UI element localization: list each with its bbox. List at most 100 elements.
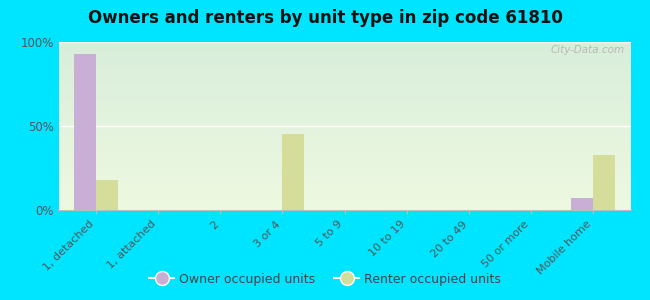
Bar <box>58 195 630 196</box>
Bar <box>58 133 630 134</box>
Bar <box>58 163 630 165</box>
Bar <box>58 151 630 153</box>
Bar <box>58 141 630 143</box>
Bar <box>58 89 630 91</box>
Bar <box>58 138 630 140</box>
Text: Owners and renters by unit type in zip code 61810: Owners and renters by unit type in zip c… <box>88 9 562 27</box>
Bar <box>58 114 630 116</box>
Bar <box>58 196 630 198</box>
Bar <box>58 107 630 109</box>
Bar <box>58 99 630 101</box>
Bar <box>58 50 630 52</box>
Bar <box>58 47 630 49</box>
Bar <box>58 111 630 112</box>
Bar <box>58 72 630 74</box>
Bar <box>58 128 630 129</box>
Bar <box>58 44 630 45</box>
Bar <box>58 86 630 87</box>
Bar <box>58 65 630 67</box>
Bar <box>58 74 630 76</box>
Bar <box>74 54 96 210</box>
Bar <box>571 198 593 210</box>
Bar <box>58 52 630 54</box>
Bar <box>58 123 630 124</box>
Bar <box>58 112 630 114</box>
Bar <box>58 64 630 65</box>
Bar <box>58 161 630 163</box>
Legend: Owner occupied units, Renter occupied units: Owner occupied units, Renter occupied un… <box>144 268 506 291</box>
Bar <box>58 175 630 176</box>
Bar <box>58 94 630 96</box>
Bar <box>58 146 630 148</box>
Bar <box>58 148 630 149</box>
Bar <box>58 121 630 123</box>
Bar <box>58 178 630 180</box>
Bar <box>58 54 630 56</box>
Bar <box>58 42 630 44</box>
Bar <box>58 129 630 131</box>
Bar <box>58 106 630 107</box>
Bar <box>58 173 630 175</box>
Bar <box>58 183 630 185</box>
Bar <box>58 188 630 190</box>
Bar <box>58 134 630 136</box>
Bar <box>58 77 630 79</box>
Bar <box>58 168 630 170</box>
Bar <box>58 190 630 191</box>
Bar <box>96 180 118 210</box>
Bar <box>58 154 630 156</box>
Bar <box>58 79 630 81</box>
Bar <box>58 84 630 86</box>
Bar <box>58 56 630 57</box>
Bar <box>58 45 630 47</box>
Bar <box>58 118 630 119</box>
Bar <box>58 116 630 118</box>
Bar <box>58 171 630 173</box>
Bar <box>58 185 630 187</box>
Bar <box>58 69 630 70</box>
Bar <box>58 59 630 61</box>
Bar <box>58 198 630 200</box>
Bar <box>58 202 630 203</box>
Bar <box>58 156 630 158</box>
Bar <box>58 143 630 145</box>
Bar <box>58 176 630 178</box>
Bar <box>58 166 630 168</box>
Bar <box>58 57 630 59</box>
Bar <box>58 101 630 103</box>
Bar <box>58 96 630 98</box>
Bar <box>593 154 615 210</box>
Bar <box>58 126 630 128</box>
Bar <box>58 76 630 77</box>
Bar <box>58 109 630 111</box>
Bar <box>58 67 630 69</box>
Bar <box>58 182 630 183</box>
Bar <box>58 191 630 193</box>
Bar <box>58 207 630 208</box>
Bar <box>58 61 630 62</box>
Bar <box>58 160 630 161</box>
Bar <box>58 203 630 205</box>
Bar <box>58 81 630 82</box>
Bar <box>58 104 630 106</box>
Bar <box>282 134 304 210</box>
Bar <box>58 70 630 72</box>
Bar <box>58 153 630 154</box>
Bar <box>58 193 630 195</box>
Bar <box>58 140 630 141</box>
Bar <box>58 49 630 50</box>
Bar <box>58 180 630 182</box>
Bar <box>58 165 630 166</box>
Bar <box>58 98 630 99</box>
Text: City-Data.com: City-Data.com <box>551 45 625 56</box>
Bar <box>58 82 630 84</box>
Bar <box>58 187 630 188</box>
Bar <box>58 208 630 210</box>
Bar <box>58 200 630 202</box>
Bar <box>58 92 630 94</box>
Bar <box>58 149 630 151</box>
Bar <box>58 158 630 160</box>
Bar <box>58 205 630 207</box>
Bar <box>58 91 630 92</box>
Bar <box>58 145 630 146</box>
